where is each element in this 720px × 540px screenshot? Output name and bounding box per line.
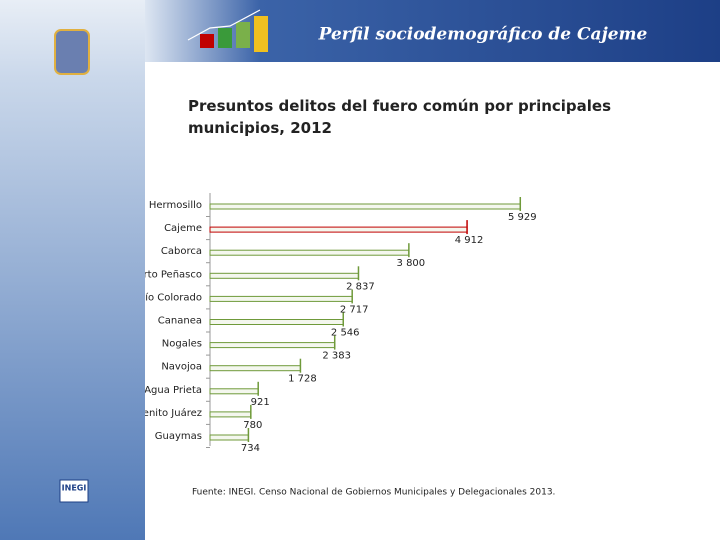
value-label: 921 [251, 397, 270, 408]
value-label: 2 837 [346, 281, 375, 292]
category-label: Benito Juárez [136, 407, 202, 419]
category-label: Agua Prieta [144, 385, 202, 396]
bar [209, 249, 410, 256]
category-label: Cajeme [164, 223, 202, 234]
bar [209, 295, 353, 302]
emblem [54, 29, 90, 75]
chart: Presuntos delitos del fuero común por pr… [93, 97, 611, 498]
icon-bar [254, 16, 268, 52]
bar [209, 411, 252, 418]
bar [209, 342, 336, 349]
icon-bar [236, 22, 250, 48]
category-label: Cananea [158, 316, 202, 327]
bar [209, 226, 468, 233]
sidebar-bg [0, 0, 145, 540]
value-label: 1 728 [288, 374, 317, 385]
category-label: Caborca [161, 246, 202, 257]
bar [209, 203, 521, 210]
value-label: 2 383 [322, 351, 351, 362]
value-label: 3 800 [397, 258, 426, 269]
category-label: Puerto Peñasco [125, 269, 202, 280]
value-label: 2 717 [340, 304, 369, 315]
chart-title-cont: municipios, 2012 [188, 119, 332, 137]
bar [209, 272, 359, 279]
bar [209, 319, 344, 325]
category-label: Nogales [162, 339, 202, 350]
logo-text: INEGI [62, 484, 87, 493]
value-label: 5 929 [508, 212, 537, 223]
category-label: Guaymas [155, 431, 202, 442]
bar [209, 388, 259, 395]
header-title: Perfil sociodemográfico de Cajeme [318, 25, 648, 45]
bar [209, 434, 249, 441]
value-label: 780 [243, 420, 262, 431]
value-label: 4 912 [455, 235, 484, 246]
category-label: Navojoa [161, 362, 202, 373]
value-label: 734 [241, 443, 260, 454]
icon-bar [218, 28, 232, 48]
logo-box [59, 479, 89, 503]
value-label: 2 546 [331, 328, 360, 339]
category-label: Hermosillo [149, 200, 202, 211]
sidebar: INEGI [0, 0, 145, 540]
header-icon [187, 9, 268, 52]
source: Fuente: INEGI. Censo Nacional de Gobiern… [192, 488, 555, 498]
icon-bar [200, 34, 214, 48]
icon-line [187, 9, 261, 41]
bar [209, 365, 301, 372]
chart-title: Presuntos delitos del fuero común por pr… [188, 97, 611, 115]
chart-title-line: Presuntos delitos del fuero común por pr… [188, 97, 611, 137]
